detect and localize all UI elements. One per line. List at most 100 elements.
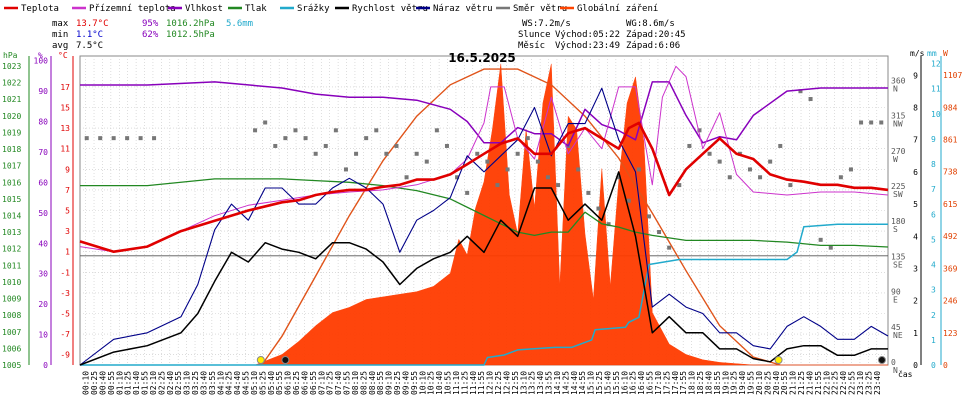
stat-ws: WS:7.2m/s — [522, 19, 571, 29]
wind-direction-point — [111, 136, 116, 141]
stat-avg-temp: 7.5°C — [76, 41, 103, 51]
wind-direction-point — [343, 167, 348, 172]
x-tick-label: 15:25 — [595, 371, 604, 395]
axis-dir-label: NW — [893, 120, 903, 129]
legend-label: Náraz větru — [433, 4, 493, 14]
axis-ms-tick: 4 — [913, 232, 918, 241]
series-teplota — [79, 121, 889, 253]
x-tick-label: 17:55 — [679, 371, 688, 395]
legend-label: Rychlost větru — [352, 4, 428, 14]
x-tick-label: 21:40 — [805, 371, 814, 395]
axis-wm2-tick: 369 — [943, 264, 958, 273]
wind-direction-point — [545, 175, 550, 180]
axis-pct-tick: 10 — [38, 331, 48, 340]
x-tick-label: 09:25 — [393, 371, 402, 395]
x-tick-label: 14:55 — [578, 371, 587, 395]
x-tick-label: 07:40 — [334, 371, 343, 395]
x-tick-label: 08:55 — [376, 371, 385, 395]
grid — [80, 56, 888, 365]
axis-pct-tick: 70 — [38, 148, 48, 157]
wind-direction-point — [333, 128, 338, 133]
x-tick-label: 11:55 — [477, 371, 486, 395]
x-tick-label: 02:55 — [174, 371, 183, 395]
stat-moon-set: Západ:6:06 — [626, 41, 680, 51]
wind-direction-point — [667, 245, 672, 250]
x-tick-label: 08:25 — [359, 371, 368, 395]
x-tick-label: 20:40 — [772, 371, 781, 395]
x-tick-label: 22:40 — [839, 371, 848, 395]
axis-pct-tick: 90 — [38, 87, 48, 96]
x-tick-label: 12:25 — [494, 371, 503, 395]
axis-hpa-tick: 1009 — [2, 295, 21, 304]
axis-temp-tick: 9 — [65, 165, 70, 174]
x-tick-label: 14:10 — [553, 371, 562, 395]
axis-hpa-tick: 1006 — [2, 344, 21, 353]
x-tick-label: 16:10 — [620, 371, 629, 395]
x-tick-label: 10:55 — [444, 371, 453, 395]
wind-direction-point — [727, 175, 732, 180]
axis-dir-tick: 135 — [891, 252, 906, 261]
axis-hpa-tick: 1020 — [2, 112, 21, 121]
axis-dir-label: SW — [893, 190, 903, 199]
stat-wg: WG:8.6m/s — [626, 19, 675, 29]
x-tick-label: 17:25 — [662, 371, 671, 395]
wind-direction-point — [636, 167, 641, 172]
wind-direction-point — [747, 167, 752, 172]
axis-dir-tick: 270 — [891, 147, 906, 156]
wind-direction-point — [828, 245, 833, 250]
stat-sun-label: Slunce — [518, 30, 551, 40]
stat-min-label: min — [52, 30, 68, 40]
wind-direction-point — [434, 128, 439, 133]
x-tick-label: 18:10 — [688, 371, 697, 395]
x-tick-label: 15:55 — [612, 371, 621, 395]
x-tick-label: 00:55 — [107, 371, 116, 395]
legend-label: Teplota — [21, 4, 59, 14]
wind-direction-point — [424, 159, 429, 164]
stat-min-press: 1012.5hPa — [166, 30, 215, 40]
stat-max-label: max — [52, 19, 69, 29]
x-tick-label: 05:25 — [258, 371, 267, 395]
axis-wm2-tick: 861 — [943, 136, 958, 145]
axis-mm-tick: 7 — [931, 185, 936, 194]
wind-direction-point — [758, 175, 763, 180]
wind-direction-point — [697, 128, 702, 133]
axis-hpa-tick: 1018 — [2, 145, 21, 154]
x-tick-label: 14:25 — [561, 371, 570, 395]
x-tick-label: 18:25 — [696, 371, 705, 395]
x-tick-label: 01:10 — [115, 371, 124, 395]
wind-direction-point — [84, 136, 89, 141]
moonset-marker — [281, 356, 290, 364]
x-tick-label: 14:40 — [570, 371, 579, 395]
x-tick-label: 20:25 — [763, 371, 772, 395]
wind-direction-point — [384, 151, 389, 156]
wind-direction-point — [525, 136, 530, 141]
wind-direction-point — [313, 151, 318, 156]
axis-hpa-unit: hPa — [3, 51, 18, 60]
x-tick-label: 13:10 — [519, 371, 528, 395]
x-tick-label: 22:25 — [831, 371, 840, 395]
series-naraz-vetru — [79, 87, 889, 366]
axis-hpa-tick: 1005 — [2, 361, 21, 370]
wind-direction-point — [404, 175, 409, 180]
axis-pct-tick: 60 — [38, 178, 48, 187]
wind-direction-point — [798, 89, 803, 94]
axis-temp-tick: 17 — [60, 83, 70, 92]
axis-wm2-tick: 984 — [943, 103, 958, 112]
x-tick-label: 07:10 — [317, 371, 326, 395]
axis-ms-tick: 2 — [913, 297, 918, 306]
axis-mm-tick: 8 — [931, 160, 936, 169]
axis-ms-unit: m/s — [910, 49, 925, 58]
x-tick-label: 06:10 — [284, 371, 293, 395]
axis-wm2-unit: W — [943, 49, 948, 58]
wind-direction-point — [455, 175, 460, 180]
wind-direction-point — [475, 151, 480, 156]
axis-mm-tick: 1 — [931, 336, 936, 345]
series-vlhkost — [80, 81, 888, 147]
series-srazky — [80, 223, 888, 366]
axis-dir-label: NE — [893, 331, 903, 340]
wind-direction-point — [596, 206, 601, 211]
x-tick-label: 04:25 — [225, 371, 234, 395]
legend-label: Globální záření — [577, 4, 658, 14]
